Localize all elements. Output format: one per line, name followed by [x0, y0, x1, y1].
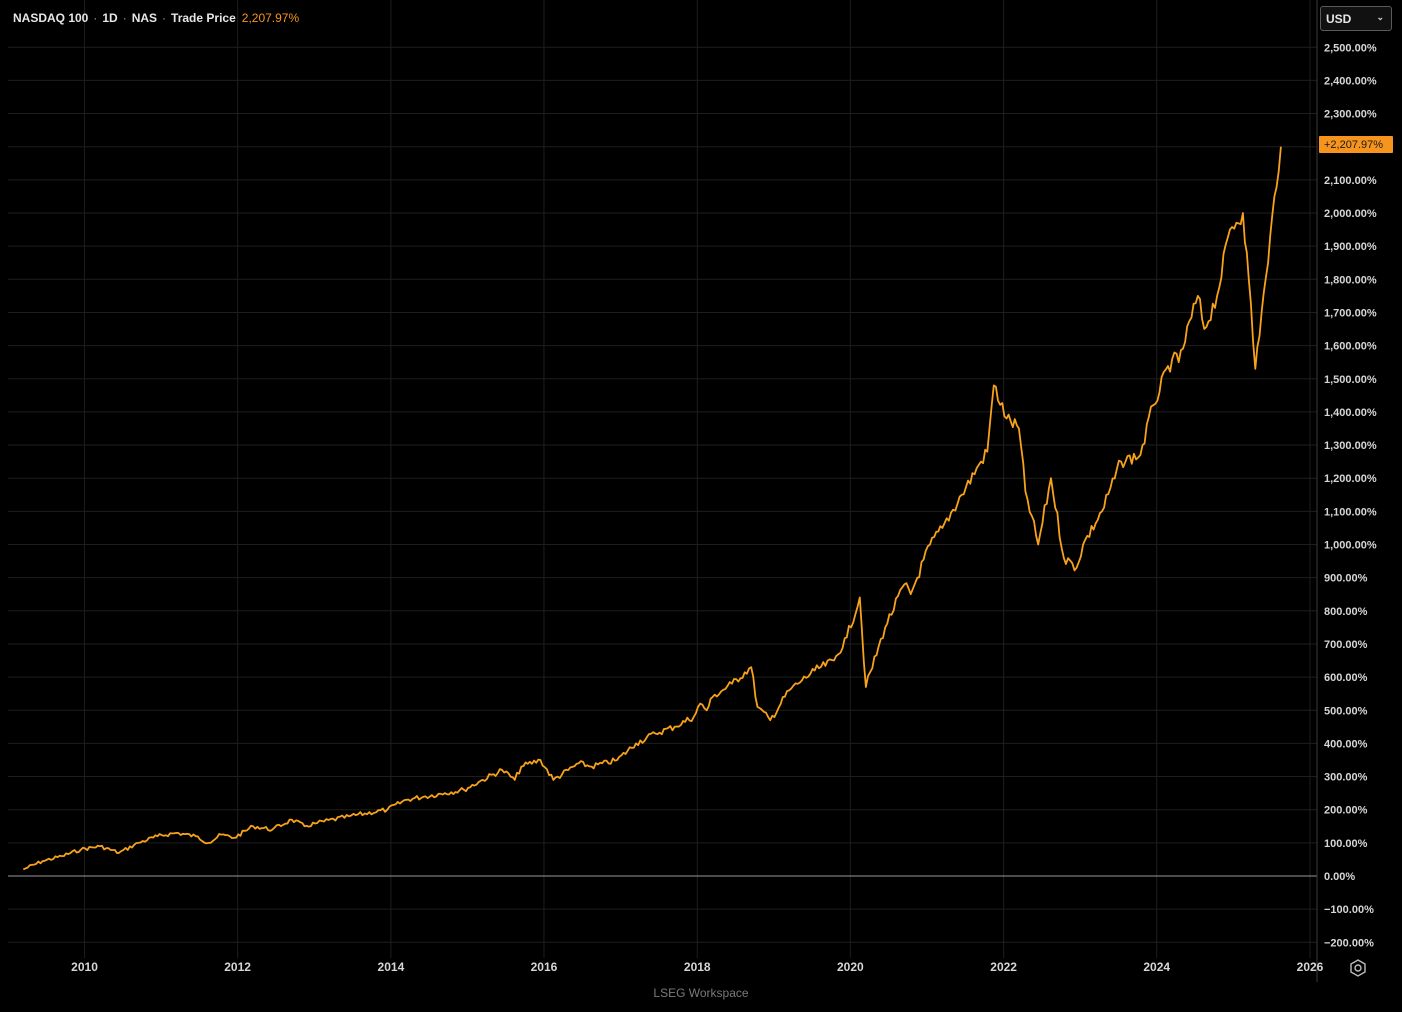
chevron-down-icon: ⌄ — [1376, 12, 1384, 22]
gear-icon[interactable] — [1347, 957, 1369, 979]
y-tick-label: 2,000.00% — [1324, 208, 1377, 220]
x-tick-label: 2018 — [684, 960, 711, 974]
y-tick-label: 1,800.00% — [1324, 274, 1377, 286]
x-axis: 2010 2012 2014 2016 2018 2020 2022 2024 2026 — [71, 960, 1323, 974]
x-tick-label: 2020 — [837, 960, 864, 974]
y-tick-label: 600.00% — [1324, 672, 1368, 684]
y-tick-label: 100.00% — [1324, 838, 1368, 850]
y-tick-label: −100.00% — [1324, 904, 1374, 916]
y-tick-label: 400.00% — [1324, 738, 1368, 750]
y-tick-label: 2,400.00% — [1324, 75, 1377, 87]
x-tick-label: 2026 — [1297, 960, 1324, 974]
currency-select[interactable]: USD ⌄ — [1320, 6, 1392, 31]
y-tick-label: 300.00% — [1324, 772, 1368, 784]
y-tick-label: 700.00% — [1324, 639, 1368, 651]
y-tick-label: −200.00% — [1324, 937, 1374, 949]
legend-separator: · — [93, 11, 98, 25]
legend-value: 2,207.97% — [241, 11, 300, 25]
y-tick-label: 800.00% — [1324, 606, 1368, 618]
y-tick-label: 2,300.00% — [1324, 109, 1377, 121]
legend-exchange: NAS — [131, 11, 158, 25]
legend-field: Trade Price — [171, 11, 236, 25]
last-value-badge: +2,207.97% — [1324, 139, 1383, 151]
legend-interval: 1D — [102, 11, 118, 25]
series-line — [22, 146, 1282, 871]
y-tick-label: 2,100.00% — [1324, 175, 1377, 187]
x-tick-label: 2012 — [224, 960, 251, 974]
x-tick-label: 2010 — [71, 960, 98, 974]
x-tick-label: 2014 — [378, 960, 405, 974]
currency-value: USD — [1326, 12, 1352, 26]
y-tick-label: 1,500.00% — [1324, 374, 1377, 386]
y-tick-label: 1,000.00% — [1324, 540, 1377, 552]
x-tick-label: 2022 — [990, 960, 1017, 974]
y-tick-label: 2,500.00% — [1324, 42, 1377, 54]
last-value-marker: +2,207.97% — [1319, 136, 1393, 154]
y-tick-label: 1,700.00% — [1324, 307, 1377, 319]
x-tick-label: 2024 — [1143, 960, 1170, 974]
y-tick-label: 0.00% — [1324, 871, 1355, 883]
y-tick-label: 500.00% — [1324, 705, 1368, 717]
y-tick-label: 1,300.00% — [1324, 440, 1377, 452]
y-tick-label: 1,900.00% — [1324, 241, 1377, 253]
y-tick-label: 1,600.00% — [1324, 341, 1377, 353]
y-tick-label: 1,200.00% — [1324, 473, 1377, 485]
y-tick-label: 200.00% — [1324, 805, 1368, 817]
y-tick-label: 900.00% — [1324, 573, 1368, 585]
y-axis: −200.00% −100.00% 0.00% 100.00% 200.00% 300.0… — [1324, 42, 1377, 949]
last-value-badge-bg — [1319, 136, 1393, 154]
chart-legend: NASDAQ 100 · 1D · NAS · Trade Price 2,207.97% — [13, 11, 299, 25]
footer-brand: LSEG Workspace — [653, 986, 749, 1000]
x-tick-label: 2016 — [531, 960, 558, 974]
legend-separator: · — [162, 11, 167, 25]
grid-lines — [8, 0, 1317, 958]
legend-separator: · — [122, 11, 127, 25]
legend-symbol: NASDAQ 100 — [13, 11, 89, 25]
y-tick-label: 1,400.00% — [1324, 407, 1377, 419]
y-tick-label: 1,100.00% — [1324, 506, 1377, 518]
